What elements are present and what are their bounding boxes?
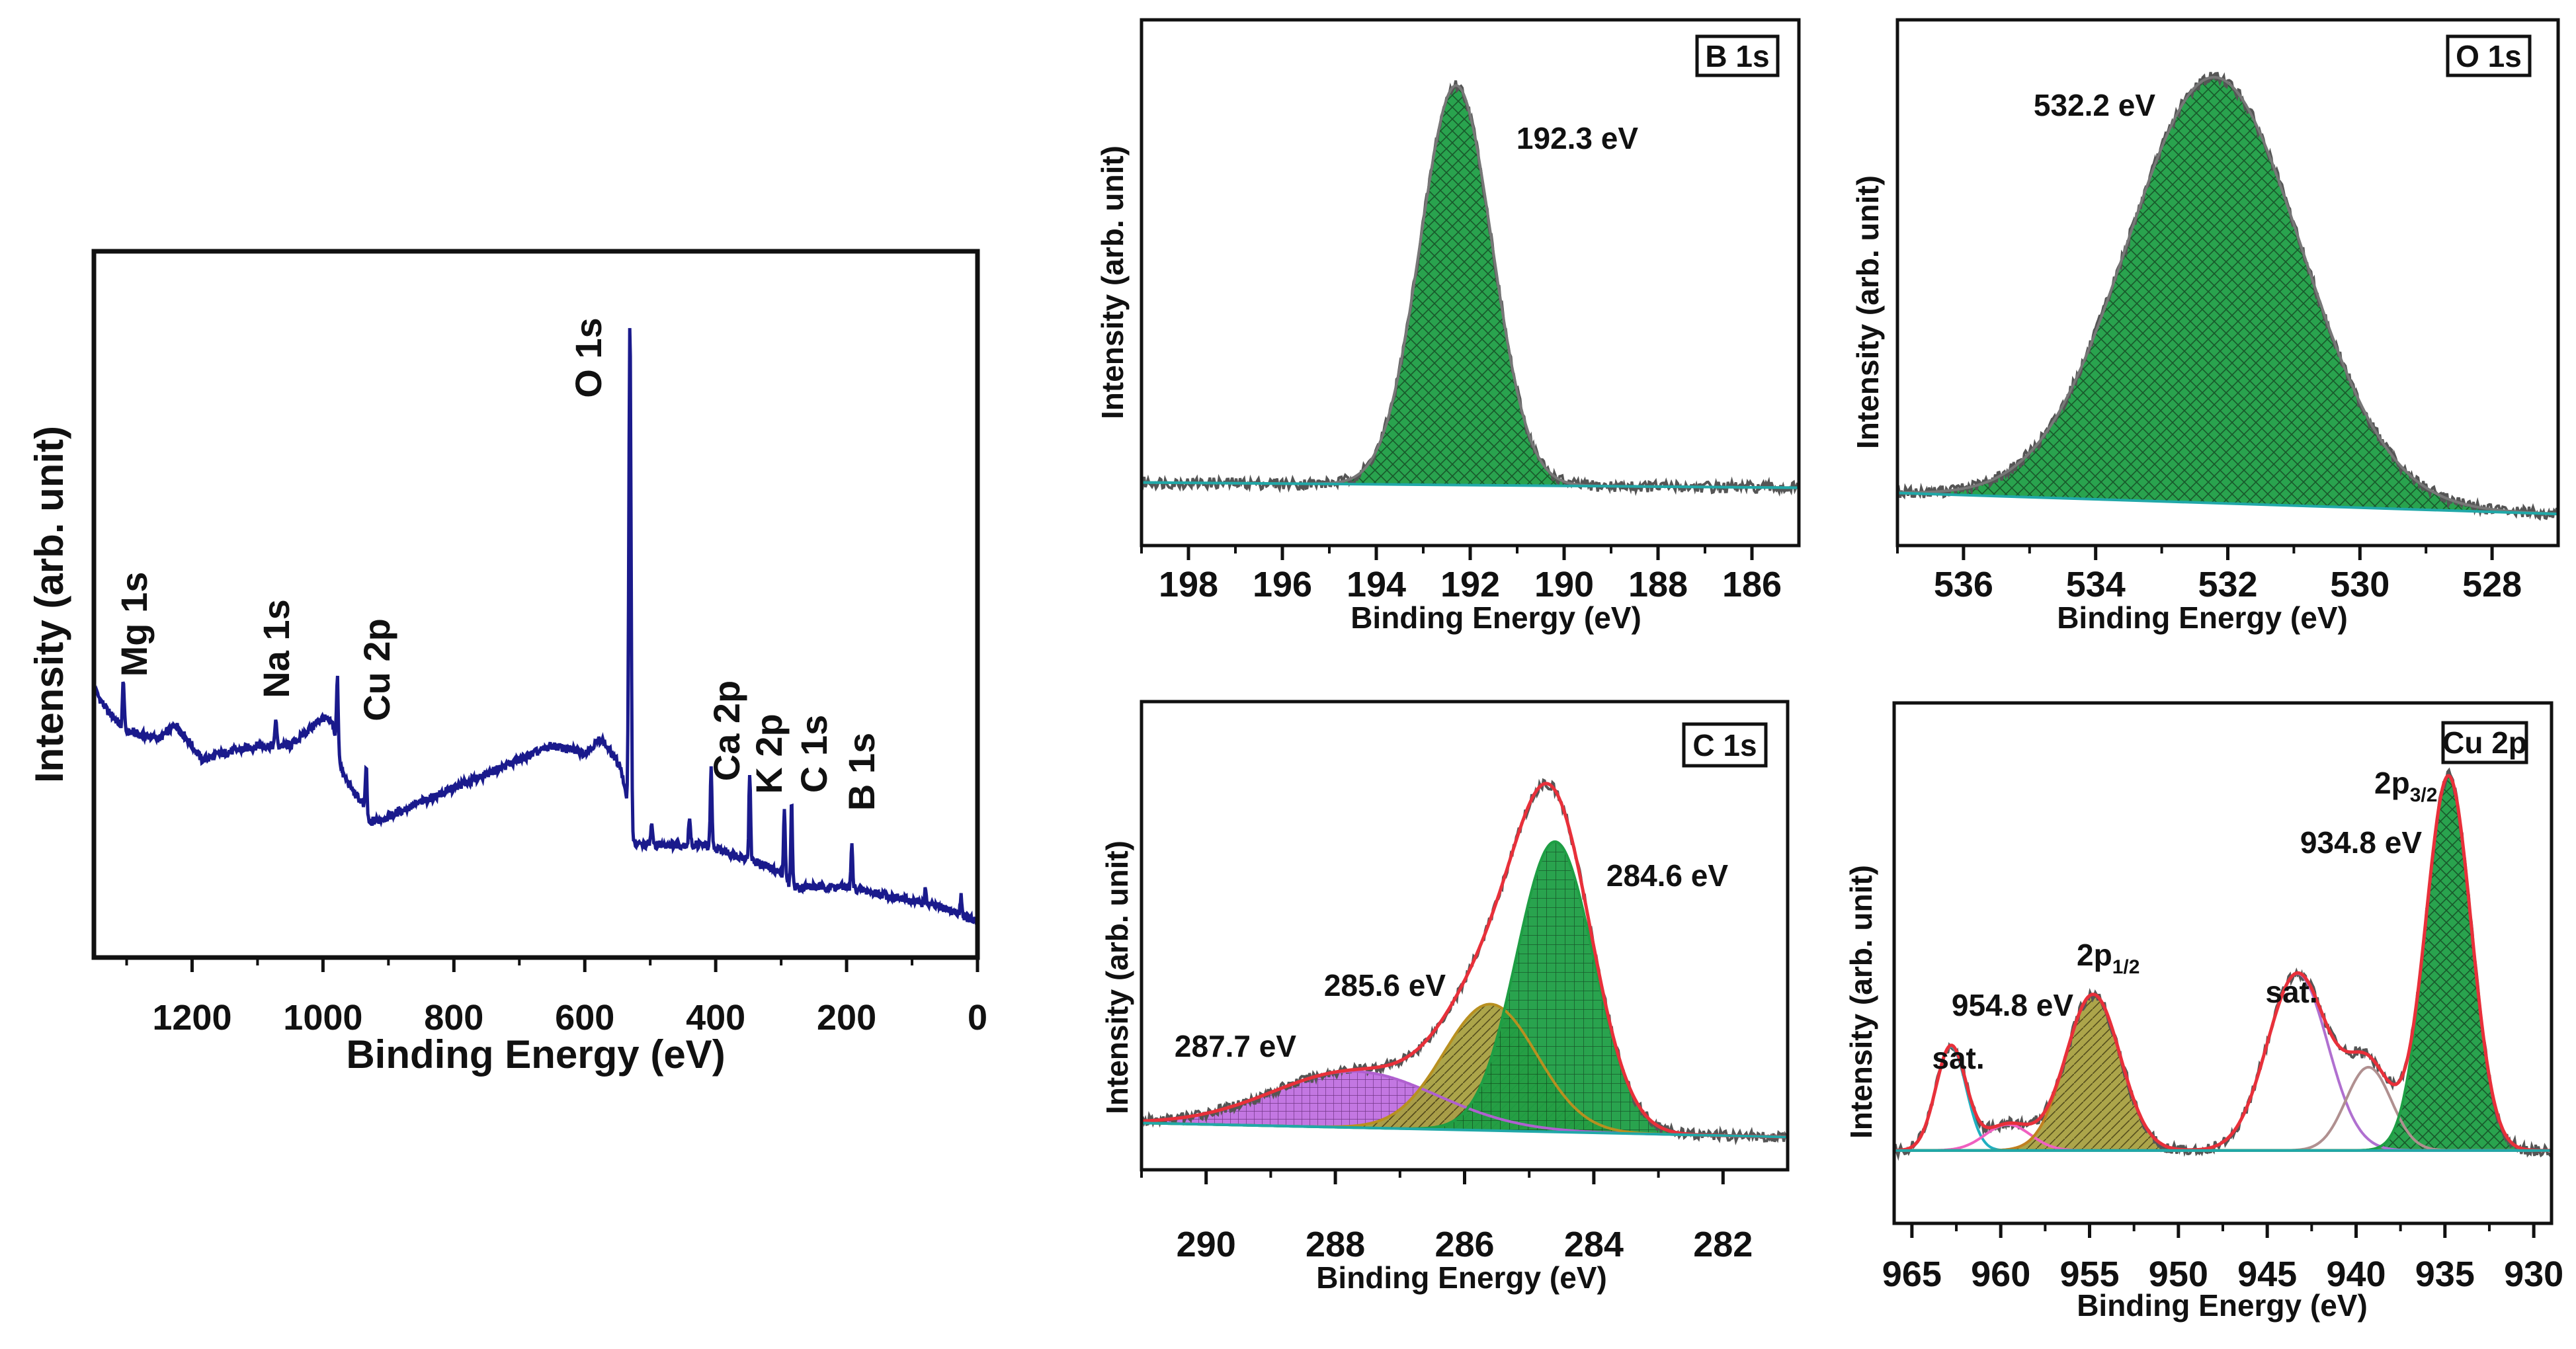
b1s-title: B 1s	[1705, 39, 1769, 73]
peak-label-c1s: C 1s	[793, 715, 835, 793]
x-tick-label: 960	[1971, 1254, 2030, 1294]
b1s-peak-annotation: 192.3 eV	[1517, 121, 1638, 155]
x-tick-label: 200	[817, 998, 876, 1038]
x-tick-label: 186	[1722, 565, 1782, 604]
b1s-title-box	[1695, 34, 1780, 77]
x-tick-label: 288	[1306, 1225, 1365, 1264]
baseline-line	[1142, 481, 1799, 489]
o1s-peak-annotation: 532.2 eV	[2034, 88, 2155, 122]
x-tick-label: 192	[1440, 565, 1500, 604]
peak-label-b1s: B 1s	[841, 733, 882, 811]
cu2p-sat-label-962: sat.	[1932, 1041, 1984, 1075]
c1s-title-box	[1682, 722, 1768, 768]
x-tick-label: 290	[1177, 1225, 1236, 1264]
c1s-annotation-287: 287.7 eV	[1175, 1029, 1296, 1063]
x-tick-label: 950	[2149, 1254, 2208, 1294]
x-tick-label: 940	[2326, 1254, 2386, 1294]
envelope-line	[1894, 774, 2552, 1153]
x-tick-label: 1200	[152, 998, 231, 1038]
cu2p-sat-label-943: sat.	[2265, 975, 2317, 1009]
x-tick-label: 198	[1159, 565, 1218, 604]
component-fill-287.7	[1142, 1071, 1788, 1137]
component-line-532.2	[1897, 75, 2558, 515]
x-tick-label: 196	[1253, 565, 1312, 604]
component-fill-285.6	[1142, 1004, 1788, 1137]
x-tick-label: 935	[2415, 1254, 2475, 1294]
component-fill-934.8	[1894, 776, 2552, 1151]
cu2p-x-axis-label: Binding Energy (eV)	[2077, 1288, 2368, 1323]
peak-label-cu2p: Cu 2p	[356, 618, 397, 721]
x-tick-label: 528	[2462, 565, 2522, 604]
c1s-annotation-284: 284.6 eV	[1606, 858, 1728, 893]
cu2p-title-box	[2441, 721, 2528, 764]
cu2p-annotation-934: 934.8 eV	[2300, 825, 2422, 860]
x-tick-label: 400	[686, 998, 745, 1038]
cu2p-label-2p32: 2p3/2	[2374, 766, 2437, 806]
component-fill-532.2	[1897, 77, 2558, 514]
plot-area	[1897, 71, 2558, 521]
x-tick-label: 532	[2198, 565, 2257, 604]
o1s-panel: 536 534 532 530 528 O 1s 532.2 eV Binding En…	[1850, 18, 2560, 635]
x-tick-label: 190	[1534, 565, 1594, 604]
survey-x-axis-label: Binding Energy (eV)	[346, 1032, 725, 1077]
peak-label-k2p: K 2p	[748, 714, 790, 794]
peak-label-ca2p: Ca 2p	[706, 680, 747, 782]
cu2p-panel: 965 960 955 950 945 940 935 930 Cu 2p 2p3/2 934…	[1844, 701, 2563, 1323]
cu2p-title: Cu 2p	[2442, 725, 2527, 760]
o1s-y-axis-label: Intensity (arb. unit)	[1850, 175, 1885, 449]
cu2p-label-2p12: 2p1/2	[2077, 938, 2140, 978]
c1s-panel: 290 288 286 284 282 C 1s 284.6 eV 285.6 eV 2…	[1100, 700, 1790, 1295]
peak-label-mg1s: Mg 1s	[113, 572, 155, 677]
o1s-title: O 1s	[2456, 39, 2522, 73]
baseline-line	[1142, 1122, 1788, 1139]
baseline-line	[1897, 491, 2558, 516]
x-tick-label: 965	[1882, 1254, 1942, 1294]
x-tick-label: 284	[1564, 1225, 1624, 1264]
c1s-x-axis-label: Binding Energy (eV)	[1316, 1260, 1607, 1295]
survey-y-axis-label: Intensity (arb. unit)	[27, 426, 71, 783]
c1s-annotation-285: 285.6 eV	[1324, 968, 1446, 1002]
x-tick-label: 188	[1628, 565, 1688, 604]
survey-spectrum-line	[94, 328, 977, 927]
b1s-x-axis-label: Binding Energy (eV)	[1350, 600, 1641, 635]
x-tick-label: 194	[1347, 565, 1406, 604]
x-tick-label: 534	[2066, 565, 2126, 604]
c1s-y-axis-label: Intensity (arb. unit)	[1100, 840, 1134, 1114]
component-fill-192.3	[1142, 85, 1799, 488]
plot-area	[94, 328, 977, 927]
component-fill-954.8	[1894, 994, 2552, 1151]
plot-frame	[91, 249, 980, 960]
x-tick-label: 1000	[283, 998, 362, 1038]
x-tick-label: 286	[1434, 1225, 1494, 1264]
x-tick-label: 930	[2504, 1254, 2563, 1294]
survey-panel: 1200 1000 800 600 400 200 0 Binding Energy (eV…	[27, 249, 987, 1077]
o1s-title-box	[2446, 34, 2532, 77]
plot-area	[1142, 778, 1788, 1145]
x-tick-label: 800	[424, 998, 483, 1038]
plot-area	[1142, 80, 1799, 497]
raw-data-line	[1897, 71, 2558, 521]
o1s-x-axis-label: Binding Energy (eV)	[2057, 600, 2348, 635]
peak-label-na1s: Na 1s	[255, 599, 297, 698]
peak-label-o1s: O 1s	[567, 317, 609, 397]
x-tick-label: 536	[1934, 565, 1993, 604]
x-tick-label: 530	[2330, 565, 2389, 604]
c1s-title: C 1s	[1692, 728, 1757, 762]
b1s-panel: 198 196 194 192 190 188 186 B 1s 192.3 eV Bind…	[1095, 18, 1801, 635]
plot-area	[1894, 767, 2552, 1161]
x-tick-label: 955	[2059, 1254, 2119, 1294]
x-tick-label: 600	[555, 998, 614, 1038]
x-tick-label: 0	[968, 998, 987, 1038]
envelope-line	[1142, 782, 1788, 1139]
x-tick-label: 945	[2237, 1254, 2297, 1294]
cu2p-y-axis-label: Intensity (arb. unit)	[1844, 865, 1878, 1139]
b1s-y-axis-label: Intensity (arb. unit)	[1095, 145, 1130, 419]
x-tick-label: 282	[1693, 1225, 1753, 1264]
cu2p-annotation-954: 954.8 eV	[1952, 988, 2073, 1022]
